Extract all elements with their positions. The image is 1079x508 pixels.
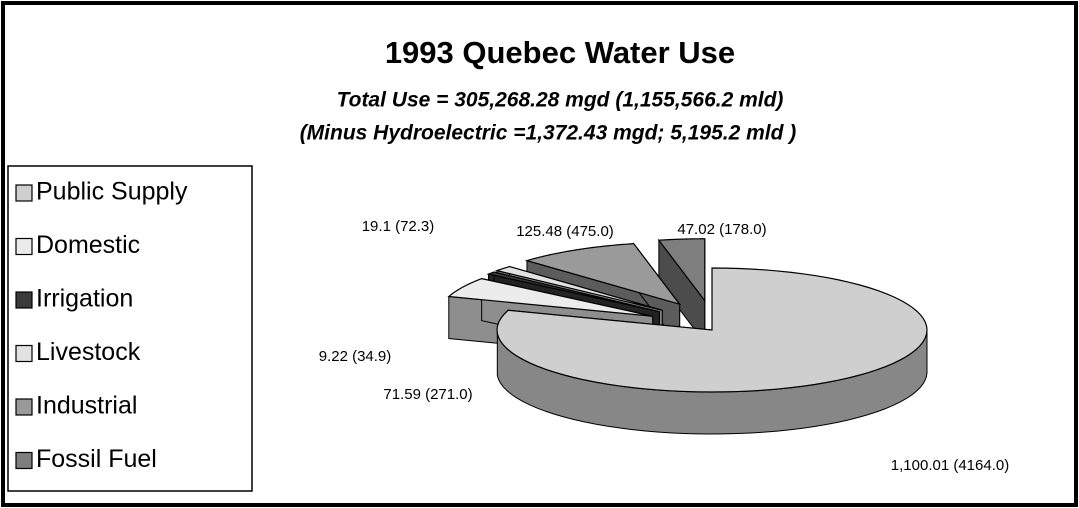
slice — [447, 278, 653, 317]
data-label: 9.22 (34.9) — [319, 348, 392, 365]
legend-swatch — [15, 237, 33, 256]
legend-box — [7, 165, 253, 492]
chart-subtitle: Total Use = 305,268.28 mgd (1,155,566.2 … — [337, 89, 784, 112]
legend-label: Livestock — [36, 338, 141, 366]
slice — [496, 267, 928, 393]
data-label: 125.48 (475.0) — [516, 223, 614, 240]
slice — [494, 265, 663, 311]
data-label: 1,100.01 (4164.0) — [891, 457, 1009, 474]
legend-label: Irrigation — [36, 285, 133, 313]
legend-label: Public Supply — [36, 178, 188, 206]
legend-label: Industrial — [36, 392, 137, 420]
legend-label: Fossil Fuel — [36, 445, 157, 473]
legend-label: Domestic — [36, 231, 140, 259]
data-label: 19.1 (72.3) — [362, 218, 435, 235]
data-label: 71.59 (271.0) — [383, 386, 472, 403]
legend-swatch — [15, 291, 33, 309]
slice — [524, 243, 682, 306]
chart-title: 1993 Quebec Water Use — [385, 35, 735, 70]
legend-swatch — [15, 451, 33, 470]
slice — [657, 238, 706, 303]
legend-swatch — [15, 184, 33, 202]
slice — [486, 271, 660, 313]
legend-swatch — [15, 398, 33, 416]
data-label: 47.02 (178.0) — [677, 221, 766, 238]
chart-subtitle: (Minus Hydroelectric =1,372.43 mgd; 5,19… — [300, 122, 797, 145]
legend-swatch — [15, 344, 33, 363]
